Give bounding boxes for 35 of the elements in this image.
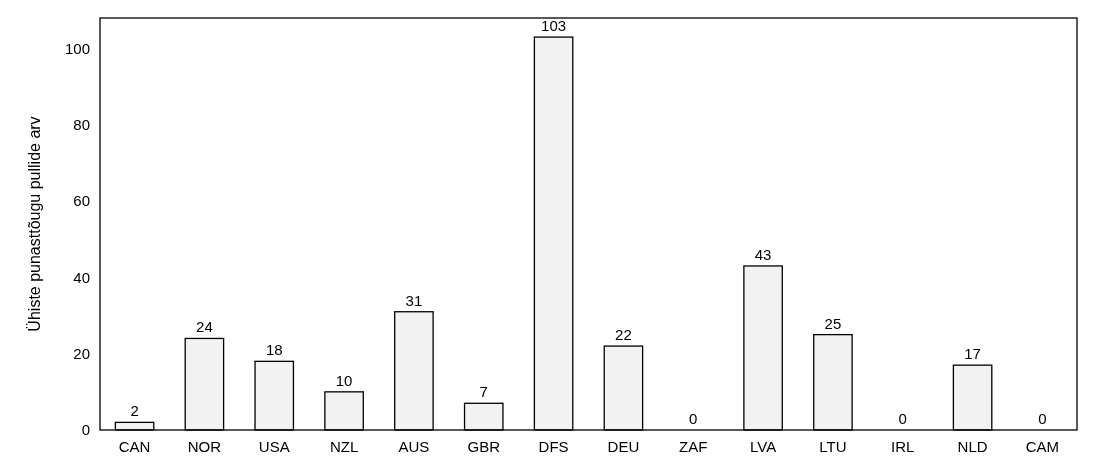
x-tick-label: CAN [118,438,151,455]
y-tick-label: 100 [64,39,90,57]
x-tick-label: DEU [607,438,640,455]
data-label: 17 [964,345,981,363]
x-tick-label: NOR [187,438,222,455]
data-label: 24 [196,318,213,336]
x-tick-label: NLD [957,438,988,455]
data-label: 31 [405,291,423,309]
data-label: 43 [754,245,772,263]
x-tick-label: AUS [398,438,430,455]
x-tick-label: CAM [1025,438,1060,455]
data-label: 10 [335,371,353,389]
data-label: 0 [689,410,698,427]
data-label: 22 [615,326,632,344]
x-tick-label: LVA [750,438,777,455]
data-label: 7 [479,383,488,401]
y-tick-label: 0 [81,421,90,439]
x-tick-label: IRL [891,438,915,455]
x-tick-label: DFS [538,438,569,455]
y-axis-title: Ühiste punasttõugu pullide arv [26,116,43,332]
data-label: 25 [824,314,842,332]
y-tick-label: 60 [73,192,90,210]
y-tick-label: 40 [73,268,90,286]
x-tick-label: ZAF [679,438,708,455]
x-tick-label: LTU [819,438,847,455]
x-tick-label: GBR [467,438,501,455]
data-label: 0 [898,410,907,427]
y-tick-label: 20 [73,344,90,362]
data-label: 0 [1038,410,1047,427]
x-tick-label: USA [258,438,290,455]
data-label: 2 [130,402,139,420]
x-tick-label: NZL [329,438,359,455]
y-tick-label: 80 [73,116,90,134]
data-label: 103 [541,17,567,35]
data-label: 18 [265,341,283,359]
